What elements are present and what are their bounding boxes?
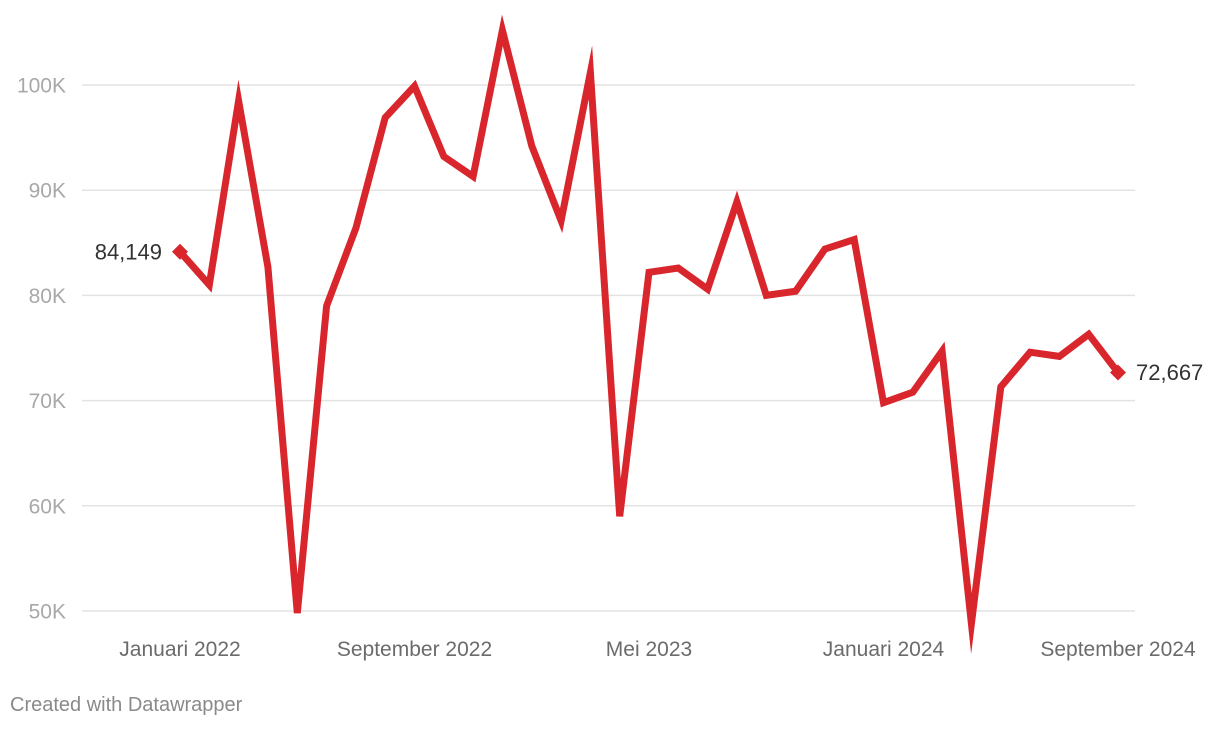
end-annotations: 84,149 72,667 xyxy=(95,239,1204,385)
series-layer xyxy=(177,14,1121,655)
y-tick-label: 70K xyxy=(29,390,66,413)
credit-text: Created with Datawrapper xyxy=(10,694,243,716)
endpoint-marker xyxy=(1110,364,1126,381)
y-tick-label: 80K xyxy=(29,285,66,308)
x-tick-label: Januari 2022 xyxy=(119,638,240,661)
series-line xyxy=(177,14,1121,655)
y-tick-label: 50K xyxy=(29,601,66,624)
endpoint-marker xyxy=(172,243,188,260)
y-tick-label: 100K xyxy=(17,75,66,98)
x-tick-label: September 2022 xyxy=(337,638,492,661)
endpoint-value-label: 84,149 xyxy=(95,239,162,264)
x-tick-label: Mei 2023 xyxy=(606,638,692,661)
x-tick-label: September 2024 xyxy=(1040,638,1196,661)
endpoint-value-label: 72,667 xyxy=(1136,360,1203,385)
y-tick-label: 90K xyxy=(29,180,66,203)
x-tick-label: Januari 2024 xyxy=(823,638,945,661)
x-axis-tick-labels: Januari 2022 September 2022 Mei 2023 Januar… xyxy=(119,638,1196,661)
y-axis-tick-labels: 50K 60K 70K 80K 90K 100K xyxy=(17,75,66,624)
y-tick-label: 60K xyxy=(29,495,66,518)
